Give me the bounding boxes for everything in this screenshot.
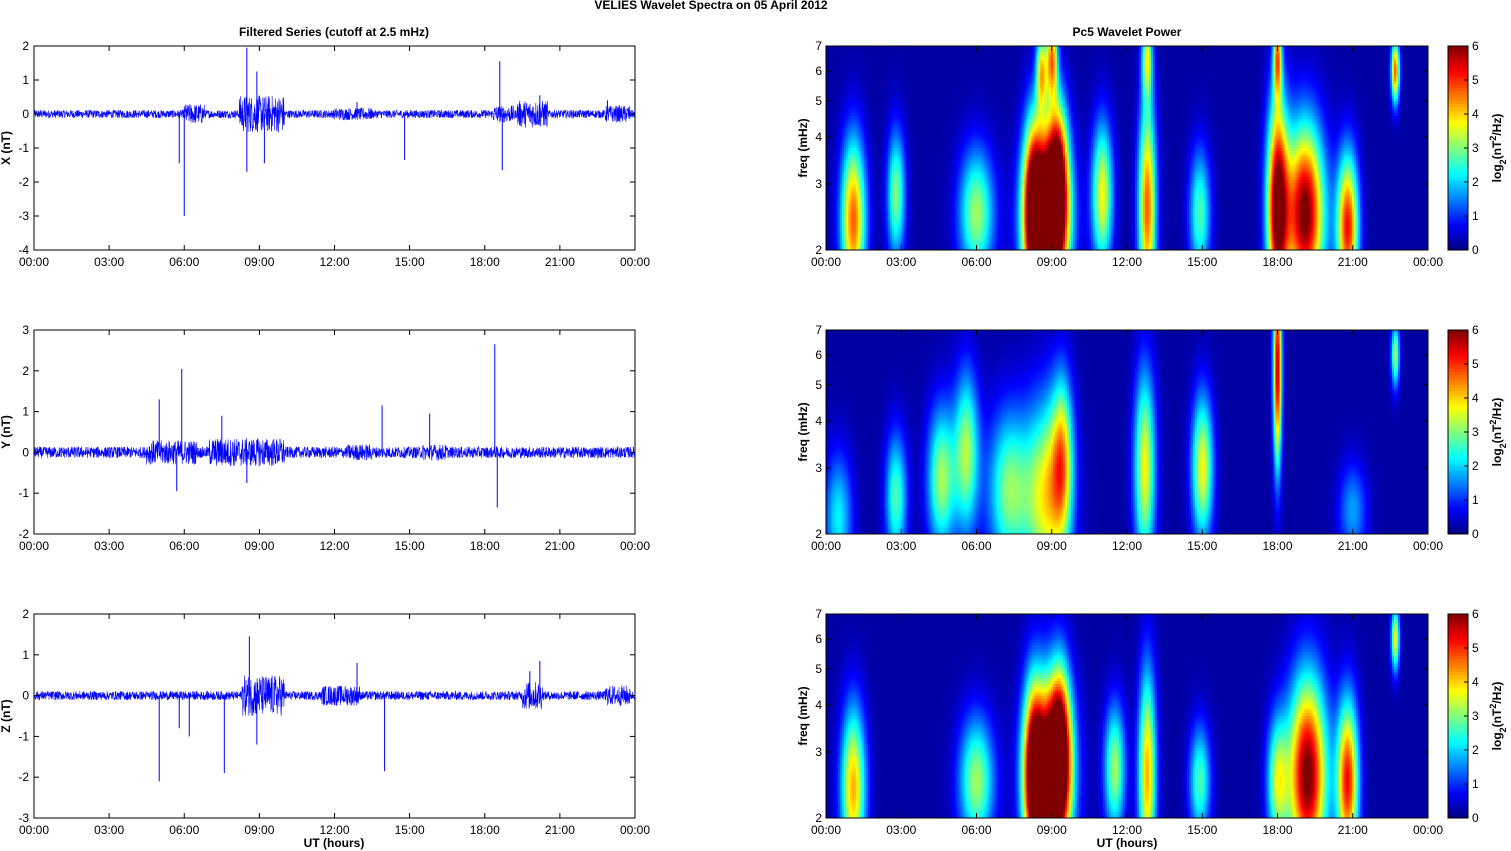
- left-x-axis-label: UT (hours): [304, 836, 365, 850]
- x-tick-label: 21:00: [545, 823, 575, 837]
- x-tick-label: 21:00: [545, 255, 575, 269]
- y-tick-label: 1: [22, 73, 29, 87]
- y-tick-label: 2: [22, 39, 29, 53]
- heatmap-cells: [826, 46, 1429, 251]
- left-column-title: Filtered Series (cutoff at 2.5 mHz): [239, 25, 429, 39]
- x-tick-label: 00:00: [19, 255, 49, 269]
- x-tick-label: 06:00: [169, 539, 199, 553]
- panels: 210-1-2-3-400:00 03:00 06:00 09:00 12:00 15:0…: [0, 39, 1508, 837]
- timeseries-plot-area: [34, 614, 635, 818]
- y-tick-label: 2: [22, 364, 29, 378]
- x-tick-label: 15:00: [395, 539, 425, 553]
- right-x-axis-label: UT (hours): [1097, 836, 1158, 850]
- right-column-title: Pc5 Wavelet Power: [1073, 25, 1182, 39]
- timeseries-panel-z: 210-1-2-300:00 03:00 06:00 09:00 12:00 15:00 1…: [0, 607, 650, 837]
- x-tick-label: 21:00: [545, 539, 575, 553]
- x-tick-label: 03:00: [94, 823, 124, 837]
- timeseries-plot-area: [34, 330, 635, 534]
- y-tick-label: -3: [18, 209, 29, 223]
- x-tick-label: 00:00: [19, 539, 49, 553]
- y-axis-label: X (nT): [0, 131, 13, 165]
- y-tick-label: 0: [22, 445, 29, 459]
- x-tick-label: 12:00: [319, 255, 349, 269]
- y-axis-label: Y (nT): [0, 415, 13, 449]
- y-tick-label: 2: [22, 607, 29, 621]
- x-tick-label: 12:00: [319, 539, 349, 553]
- x-tick-label: 06:00: [169, 823, 199, 837]
- y-tick-label: 1: [22, 405, 29, 419]
- x-tick-label: 00:00: [620, 539, 650, 553]
- x-tick-label: 09:00: [244, 539, 274, 553]
- figure-title: VELIES Wavelet Spectra on 05 April 2012: [594, 0, 828, 12]
- x-tick-label: 09:00: [244, 255, 274, 269]
- y-tick-label: -2: [18, 175, 29, 189]
- y-tick-label: -1: [18, 486, 29, 500]
- x-tick-label: 18:00: [470, 823, 500, 837]
- x-tick-label: 15:00: [395, 823, 425, 837]
- y-axis-label: Z (nT): [0, 699, 13, 732]
- y-tick-label: 3: [22, 323, 29, 337]
- x-tick-label: 03:00: [94, 255, 124, 269]
- x-tick-label: 06:00: [169, 255, 199, 269]
- x-tick-label: 18:00: [470, 539, 500, 553]
- y-tick-label: -1: [18, 141, 29, 155]
- x-tick-label: 00:00: [19, 823, 49, 837]
- timeseries-panel-x: 210-1-2-3-400:00 03:00 06:00 09:00 12:00 15:0…: [0, 39, 650, 269]
- y-tick-label: -2: [18, 770, 29, 784]
- x-tick-label: 00:00: [620, 823, 650, 837]
- y-tick-label: 1: [22, 648, 29, 662]
- x-tick-label: 15:00: [395, 255, 425, 269]
- x-tick-label: 12:00: [319, 823, 349, 837]
- y-tick-label: 0: [22, 107, 29, 121]
- y-tick-label: -1: [18, 729, 29, 743]
- y-tick-label: 0: [22, 689, 29, 703]
- x-tick-label: 03:00: [94, 539, 124, 553]
- x-tick-label: 00:00: [620, 255, 650, 269]
- x-tick-label: 09:00: [244, 823, 274, 837]
- timeseries-plot-area: [34, 46, 635, 250]
- x-tick-label: 18:00: [470, 255, 500, 269]
